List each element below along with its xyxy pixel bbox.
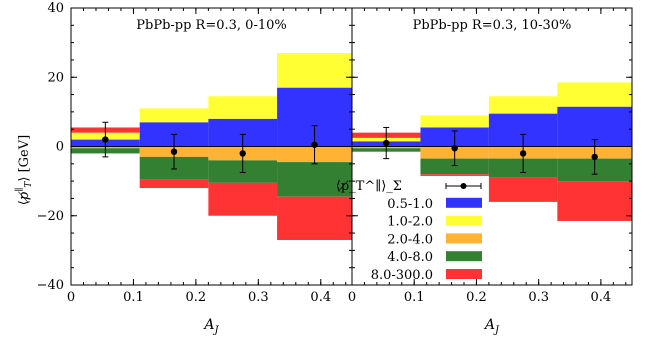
- x-tick-label: 0.4: [310, 290, 331, 305]
- x-tick-label: 0.4: [591, 290, 612, 305]
- legend-swatch: [446, 251, 482, 262]
- x-tick-label: 0: [348, 290, 356, 305]
- data-point: [383, 139, 390, 147]
- bar-1.0-2.0-bin2: [139, 108, 209, 123]
- legend-label: 0.5-1.0: [387, 197, 433, 212]
- legend-marker-point: [460, 183, 467, 189]
- legend-label: 8.0-300.0: [371, 268, 433, 283]
- panel-title: PbPb-pp R=0.3, 0-10%: [136, 18, 286, 33]
- bar-8.0-300.0-bin4: [277, 196, 352, 240]
- bar-1.0-2.0-bin4: [277, 53, 352, 88]
- panels: 0 0.1 0.2 0.3 0.4 −40 −20 0 20 40 PbPb-pp R=0.3, 0…: [37, 1, 633, 336]
- bar-8.0-300.0-bin3: [208, 182, 278, 216]
- y-tick-label: 0: [56, 140, 64, 155]
- panel-1: 0 0.1 0.2 0.3 0.4 −40 −20 0 20 40 PbPb-pp R=0.3, 0…: [37, 1, 353, 336]
- legend: ⟨p̸_T^∥⟩_Σ 0.5-1.0 1.0-2.0 2.0-4.0 4.0-8.0 8.…: [336, 179, 482, 283]
- legend-label-total: ⟨p̸_T^∥⟩_Σ: [336, 179, 402, 194]
- legend-swatch: [446, 197, 482, 208]
- x-axis-title: AJ: [202, 317, 219, 336]
- data-point: [102, 136, 109, 143]
- legend-swatch: [446, 233, 482, 244]
- bar-4.0-8.0-bin4: [277, 162, 352, 197]
- svg-text:⟨p̸∥T⟩ [GeV]: ⟨p̸∥T⟩ [GeV]: [14, 135, 34, 205]
- legend-swatch: [446, 269, 482, 279]
- y-tick-label: 40: [47, 1, 64, 16]
- x-tick-label: 0.2: [186, 290, 207, 305]
- legend-label: 4.0-8.0: [387, 250, 433, 265]
- bar-8.0-300.0-bin4: [557, 181, 632, 221]
- bar-1.0-2.0-bin3: [488, 96, 558, 114]
- bar-1.0-2.0-bin3: [208, 96, 278, 119]
- bar-4.0-8.0-bin2: [420, 158, 489, 175]
- y-axis-title: ⟨p̸∥T⟩ [GeV]: [14, 135, 34, 205]
- legend-label: 2.0-4.0: [387, 232, 433, 247]
- y-tick-label: −20: [37, 209, 64, 224]
- x-tick-label: 0.1: [123, 290, 144, 305]
- x-tick-label: 0: [67, 290, 75, 305]
- data-point: [170, 148, 178, 155]
- data-point: [591, 153, 598, 161]
- bar-1.0-2.0-bin2: [420, 115, 489, 128]
- x-tick-label: 0.3: [248, 290, 269, 305]
- panel-2: 0 0.1 0.2 0.3 0.4 PbPb-pp R=0.3, 10-30% AJ: [348, 7, 633, 336]
- y-tick-label: −40: [37, 278, 64, 293]
- x-tick-label: 0.1: [404, 290, 425, 305]
- x-axis-title: AJ: [483, 317, 500, 336]
- data-point: [239, 150, 246, 157]
- legend-label: 1.0-2.0: [387, 215, 433, 230]
- panel-title: PbPb-pp R=0.3, 10-30%: [413, 18, 572, 33]
- bar-8.0-300.0-bin2: [420, 174, 489, 176]
- data-point: [519, 150, 527, 157]
- x-tick-label: 0.2: [466, 290, 487, 305]
- x-tick-label: 0.3: [528, 290, 549, 305]
- bar-1.0-2.0-bin4: [557, 82, 632, 107]
- bar-8.0-300.0-bin3: [488, 177, 558, 202]
- bar-8.0-300.0-bin2: [139, 179, 209, 189]
- y-tick-label: 20: [47, 70, 64, 85]
- data-point: [311, 141, 318, 148]
- data-point: [451, 145, 458, 152]
- legend-swatch: [446, 215, 482, 226]
